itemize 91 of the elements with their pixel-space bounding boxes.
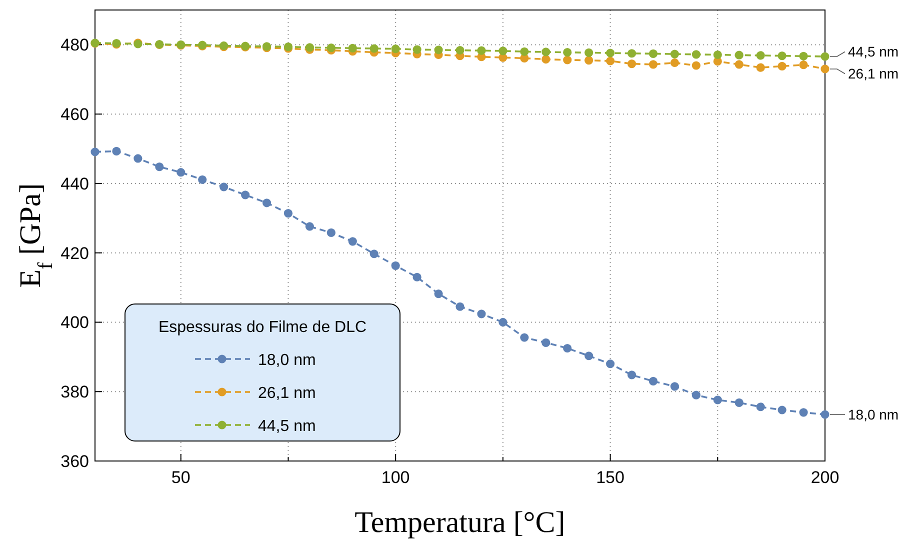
point (542, 48, 550, 56)
point (584, 56, 594, 65)
text: 44,5 nm (848, 44, 899, 60)
point (820, 52, 830, 61)
point (155, 162, 164, 172)
text: 26,1 nm (848, 66, 899, 82)
point (434, 46, 443, 54)
point (542, 54, 550, 64)
point (542, 338, 550, 347)
point (563, 48, 572, 57)
point (648, 376, 658, 386)
point (520, 47, 529, 56)
point (627, 59, 636, 68)
legend-label: 26,1 nm (258, 385, 316, 402)
point (734, 398, 744, 408)
point (756, 51, 765, 60)
point (284, 208, 293, 218)
point (648, 60, 658, 69)
point (326, 44, 336, 52)
y-tick-label: 400 (60, 313, 89, 332)
point (498, 318, 508, 327)
point (563, 56, 572, 64)
point (370, 250, 378, 258)
point (756, 402, 765, 412)
point (670, 58, 680, 68)
point (456, 302, 464, 311)
point (648, 49, 658, 58)
point (692, 61, 700, 70)
y-tick-label: 420 (60, 244, 89, 263)
point (670, 382, 680, 391)
point (820, 410, 830, 419)
point (477, 46, 486, 55)
point (799, 408, 808, 417)
point (734, 60, 744, 69)
point (434, 289, 443, 298)
point (176, 168, 186, 177)
point (692, 50, 700, 59)
point (220, 182, 228, 192)
text: 18,0 nm (848, 406, 899, 423)
point (520, 333, 529, 342)
y-tick-label: 380 (60, 382, 89, 402)
point (627, 370, 636, 380)
point (778, 406, 786, 414)
point (412, 45, 422, 54)
y-tick-label: 460 (60, 105, 89, 124)
point (412, 272, 422, 282)
y-tick-label: 440 (60, 174, 89, 194)
point (606, 360, 615, 368)
point (391, 261, 400, 270)
point (240, 190, 250, 200)
point (370, 44, 378, 53)
y-tick-label: 360 (60, 452, 89, 471)
point (734, 50, 744, 60)
point (391, 44, 400, 54)
point (90, 148, 100, 156)
point (305, 222, 314, 231)
point (112, 146, 121, 156)
point (348, 44, 357, 52)
legend-label: 18,0 nm (258, 352, 316, 369)
point (778, 62, 786, 70)
point (348, 237, 357, 246)
point (498, 46, 508, 56)
point (756, 63, 765, 72)
x-tick-label: 200 (810, 468, 840, 487)
point (627, 49, 636, 58)
point (778, 51, 786, 60)
point (584, 48, 594, 57)
point (326, 228, 336, 238)
point (584, 352, 594, 360)
point (456, 46, 464, 55)
x-axis-title: Temperatura [°C] (354, 506, 566, 539)
point (799, 52, 808, 60)
y-tick-label: 480 (60, 36, 89, 55)
legend-title: Espessuras do Filme de DLC (158, 319, 367, 336)
point (606, 56, 615, 66)
x-tick-label: 150 (596, 468, 624, 487)
point (713, 50, 722, 60)
point (477, 310, 486, 318)
legend-label: 44,5 nm (258, 418, 316, 435)
x-tick-label: 50 (171, 468, 190, 487)
point (606, 48, 615, 58)
point (820, 64, 830, 74)
point (670, 50, 680, 58)
point (692, 390, 700, 400)
point (799, 60, 808, 70)
point (134, 154, 142, 163)
x-tick-label: 100 (381, 468, 410, 487)
point (713, 396, 722, 404)
point (262, 198, 272, 208)
point (563, 344, 572, 353)
point (198, 175, 207, 184)
